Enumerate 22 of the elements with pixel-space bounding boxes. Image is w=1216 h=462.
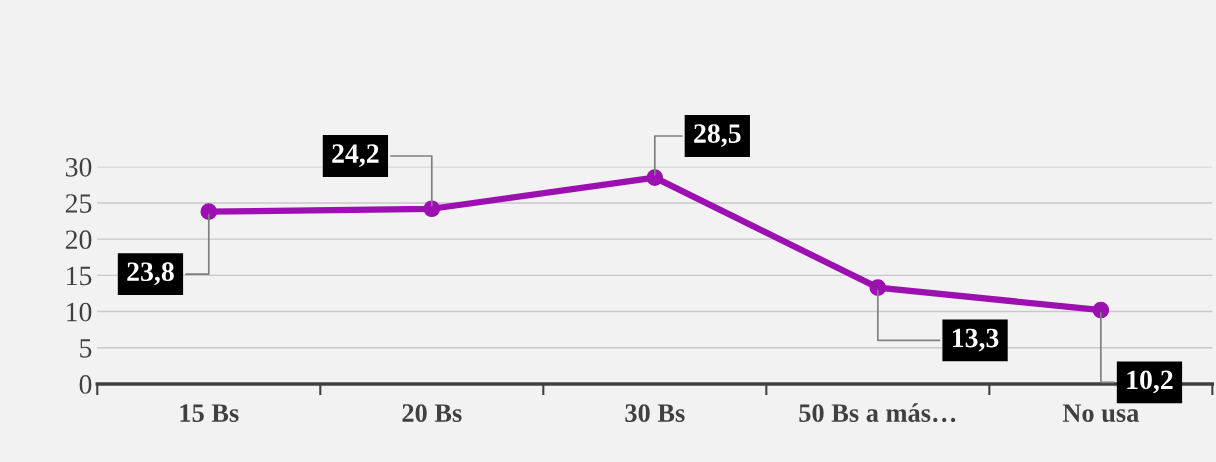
point <box>200 203 218 220</box>
data-label: 28,5 <box>694 124 741 147</box>
x-tick-label: 50 Bs a más… <box>799 403 956 423</box>
data-label: 10,2 <box>1127 370 1173 394</box>
data-label: 23,8 <box>127 262 174 286</box>
y-tick-label: 30 <box>65 157 92 177</box>
y-tick-label: 5 <box>80 339 92 358</box>
y-tick-label: 25 <box>65 194 92 213</box>
data-label: 24,2 <box>332 144 379 167</box>
point <box>869 279 887 296</box>
x-tick-label: 20 Bs <box>402 404 462 422</box>
y-tick-label: 15 <box>67 266 92 286</box>
x-tick-label: 30 Bs <box>625 404 685 422</box>
y-tick-label: 20 <box>65 230 92 250</box>
point <box>423 200 441 218</box>
y-tick-label: 0 <box>79 375 92 394</box>
y-tick-label: 10 <box>67 302 92 322</box>
point <box>646 169 664 186</box>
point <box>1092 301 1110 319</box>
x-tick-label: No usa <box>1062 404 1139 422</box>
data-label: 13,3 <box>952 328 999 352</box>
x-tick-label: 15 Bs <box>180 404 239 422</box>
